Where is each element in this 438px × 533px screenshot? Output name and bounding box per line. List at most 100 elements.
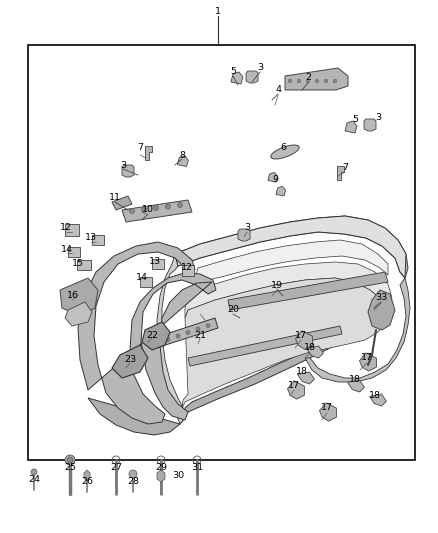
Circle shape [324, 79, 328, 83]
Polygon shape [177, 156, 188, 166]
Polygon shape [145, 146, 152, 159]
Text: 33: 33 [375, 294, 387, 303]
Text: 18: 18 [369, 391, 381, 400]
Polygon shape [348, 380, 364, 392]
Text: 17: 17 [361, 353, 373, 362]
Text: 7: 7 [342, 164, 348, 173]
Bar [152, 259, 164, 269]
Polygon shape [238, 229, 250, 241]
Text: 8: 8 [179, 150, 185, 159]
Polygon shape [112, 345, 148, 378]
Text: 17: 17 [321, 403, 333, 413]
Polygon shape [360, 353, 376, 371]
Polygon shape [246, 71, 258, 83]
Text: 17: 17 [288, 381, 300, 390]
Ellipse shape [271, 145, 299, 159]
Polygon shape [368, 290, 395, 330]
Text: 5: 5 [230, 68, 236, 77]
Polygon shape [175, 216, 408, 278]
Polygon shape [231, 72, 243, 84]
Text: 3: 3 [375, 114, 381, 123]
Polygon shape [112, 196, 132, 210]
Circle shape [177, 203, 183, 207]
Text: 5: 5 [352, 116, 358, 125]
Bar [28, 45, 415, 460]
Text: 9: 9 [272, 175, 278, 184]
Text: 14: 14 [61, 246, 73, 254]
Polygon shape [188, 326, 342, 366]
Polygon shape [268, 172, 278, 182]
Text: 23: 23 [124, 356, 136, 365]
Text: 18: 18 [296, 367, 308, 376]
Polygon shape [297, 372, 314, 384]
Text: 28: 28 [127, 477, 139, 486]
Circle shape [129, 470, 137, 478]
Circle shape [153, 206, 159, 211]
Bar [77, 260, 91, 270]
Circle shape [141, 207, 146, 212]
Circle shape [166, 204, 170, 209]
Polygon shape [65, 302, 92, 326]
Circle shape [67, 457, 73, 463]
Polygon shape [182, 278, 388, 408]
Text: 21: 21 [194, 330, 206, 340]
Circle shape [65, 455, 75, 465]
Circle shape [130, 208, 134, 214]
Text: 15: 15 [72, 259, 84, 268]
Text: 18: 18 [304, 343, 316, 352]
Circle shape [196, 327, 200, 331]
Text: 3: 3 [120, 160, 126, 169]
Text: 4: 4 [275, 85, 281, 94]
Text: 2: 2 [305, 74, 311, 83]
Text: 3: 3 [257, 63, 263, 72]
Polygon shape [364, 119, 376, 131]
Polygon shape [370, 394, 386, 406]
Polygon shape [122, 200, 192, 222]
Polygon shape [142, 322, 170, 350]
Polygon shape [157, 254, 185, 424]
Text: 13: 13 [85, 233, 97, 243]
Bar [68, 247, 80, 257]
Polygon shape [122, 165, 134, 177]
Circle shape [166, 337, 170, 342]
Circle shape [31, 469, 37, 475]
Text: 14: 14 [136, 273, 148, 282]
Polygon shape [296, 331, 312, 349]
Text: 25: 25 [64, 464, 76, 472]
Text: 12: 12 [60, 223, 72, 232]
Text: 26: 26 [81, 477, 93, 486]
Bar [182, 264, 194, 276]
Text: 20: 20 [227, 305, 239, 314]
Circle shape [206, 324, 210, 327]
Text: 22: 22 [146, 330, 158, 340]
Bar [65, 224, 79, 236]
Circle shape [186, 330, 190, 335]
Text: 31: 31 [191, 464, 203, 472]
Circle shape [315, 79, 319, 83]
Circle shape [297, 79, 301, 83]
Polygon shape [287, 381, 304, 399]
Bar [140, 277, 152, 287]
Text: 16: 16 [67, 290, 79, 300]
Circle shape [288, 79, 292, 83]
Text: 11: 11 [109, 193, 121, 203]
Circle shape [306, 79, 310, 83]
Polygon shape [337, 166, 344, 180]
Text: 6: 6 [280, 143, 286, 152]
Polygon shape [78, 242, 216, 424]
Polygon shape [88, 337, 345, 435]
Text: 27: 27 [110, 464, 122, 472]
Polygon shape [307, 346, 323, 358]
Text: 3: 3 [244, 223, 250, 232]
Text: 30: 30 [172, 471, 184, 480]
Text: 19: 19 [271, 280, 283, 289]
Polygon shape [148, 318, 218, 350]
Polygon shape [228, 272, 388, 310]
Polygon shape [319, 403, 336, 421]
Circle shape [176, 334, 180, 338]
Text: 24: 24 [28, 475, 40, 484]
Text: 18: 18 [349, 376, 361, 384]
Polygon shape [305, 278, 410, 382]
Polygon shape [175, 216, 406, 278]
Polygon shape [276, 187, 286, 196]
